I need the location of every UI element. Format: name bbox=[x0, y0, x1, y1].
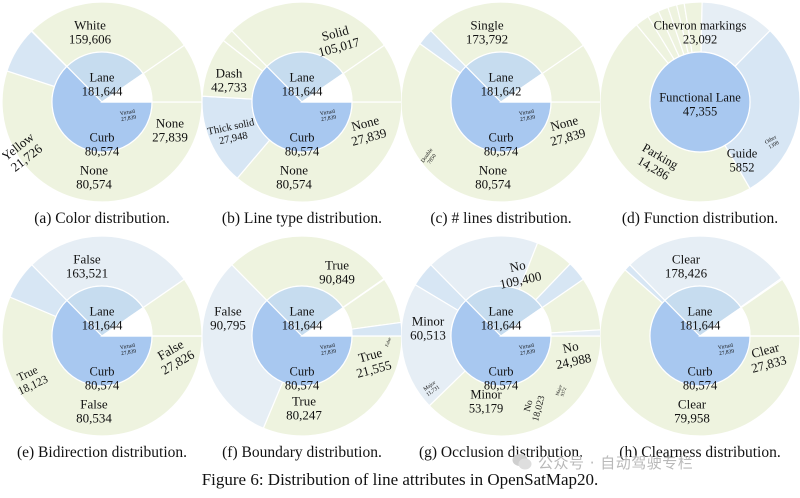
occlusion-inner-virtual-label: Virtual27,839 bbox=[519, 343, 537, 358]
occlusion-inner-lane-label: Lane 181,644 bbox=[481, 305, 522, 333]
function-inner-label: Functional Lane 47,355 bbox=[659, 91, 741, 119]
lines-caption: (c) # lines distribution. bbox=[430, 210, 572, 227]
clearness-inner-lane-label: Lane 181,644 bbox=[680, 305, 721, 333]
watermark: 公众号 · 自动驾驶专栏 bbox=[512, 452, 693, 473]
bidirection-outer-2-label: False 80,534 bbox=[76, 396, 112, 425]
boundary-inner-virtual-label: Virtual27,839 bbox=[320, 343, 338, 358]
chart-boundary: Lane 181,644 Curb 80,574 Virtual27,839 True 90… bbox=[202, 236, 402, 476]
clearness-caption: (h) Clearness distribution. bbox=[619, 444, 781, 461]
lines-inner-virtual-label: Virtual27,839 bbox=[519, 109, 537, 124]
lines-outer-2-label: None 80,574 bbox=[475, 162, 511, 191]
function-inner-functional-lane-slice bbox=[649, 51, 751, 153]
lines-inner-virtual-slice bbox=[499, 72, 552, 103]
figure-caption: Figure 6: Distribution of line attribute… bbox=[201, 470, 599, 489]
lines-inner-lane-label: Lane 181,642 bbox=[481, 71, 522, 99]
boundary-inner-virtual-slice bbox=[300, 306, 353, 337]
color-outer-3-label: None 27,839 bbox=[152, 115, 188, 144]
linetype-inner-curb-slice bbox=[266, 51, 345, 103]
function-pie: Functional Lane 47,355 Chevron markings 23,… bbox=[600, 2, 800, 203]
boundary-outer-5-label: False bbox=[384, 337, 392, 348]
linetype-inner-virtual-label: Virtual27,839 bbox=[320, 109, 338, 124]
color-inner-virtual-slice bbox=[100, 72, 153, 103]
color-caption: (a) Color distribution. bbox=[34, 210, 170, 227]
occlusion-caption: (g) Occlusion distribution. bbox=[418, 444, 584, 461]
chart-occlusion: Lane 181,644 Curb 80,574 Virtual27,839 No109,… bbox=[401, 236, 601, 476]
boundary-outer-2-label: True 80,247 bbox=[286, 393, 322, 422]
chart-linetype: Lane 181,644 Curb 80,574 Virtual27,839 Solid1… bbox=[202, 2, 402, 242]
boundary-inner-curb-label: Curb 80,574 bbox=[285, 365, 320, 393]
lines-inner-curb-label: Curb 80,574 bbox=[484, 131, 519, 159]
bidirection-outer-0-label: False 163,521 bbox=[66, 251, 108, 280]
color-outer-0-label: White 159,606 bbox=[69, 17, 112, 46]
linetype-inner-curb-label: Curb 80,574 bbox=[285, 131, 320, 159]
clearness-inner-lane-slice bbox=[649, 299, 751, 387]
linetype-inner-lane-slice bbox=[251, 65, 353, 153]
bidirection-inner-curb-label: Curb 80,574 bbox=[85, 365, 120, 393]
function-caption: (d) Function distribution. bbox=[621, 210, 779, 227]
chart-bidirection: Lane 181,644 Curb 80,574 Virtual27,839 False 1… bbox=[2, 236, 202, 476]
boundary-inner-lane-label: Lane 181,644 bbox=[282, 305, 323, 333]
boundary-caption: (f) Boundary distribution. bbox=[222, 444, 382, 461]
chart-lines: Lane 181,642 Curb 80,574 Virtual27,839 Single… bbox=[401, 2, 601, 242]
chart-clearness: Lane 181,644 Curb 80,574 Virtual27,839 Clear 1… bbox=[600, 236, 800, 476]
lines-inner-lane-slice bbox=[450, 65, 552, 153]
chart-color: Lane 181,644 Curb 80,574 Virtual27,839 White 1… bbox=[2, 2, 202, 242]
color-inner-lane-slice bbox=[51, 65, 153, 153]
occlusion-outer-1-label: Minor 60,513 bbox=[410, 313, 446, 342]
occlusion-outer-5-label: Major9372 bbox=[555, 384, 568, 398]
occlusion-inner-lane-slice bbox=[450, 299, 552, 387]
clearness-inner-virtual-label: Virtual27,839 bbox=[718, 343, 736, 358]
linetype-outer-4-label: None 80,574 bbox=[276, 162, 312, 191]
boundary-inner-curb-slice bbox=[266, 285, 345, 337]
watermark-text: 公众号 · 自动驾驶专栏 bbox=[538, 454, 694, 472]
function-outer-7-label: Guide 5852 bbox=[727, 147, 758, 175]
lines-inner-curb-slice bbox=[465, 51, 544, 103]
color-inner-virtual-label: Virtual27,839 bbox=[120, 109, 138, 124]
occlusion-inner-virtual-slice bbox=[499, 306, 552, 337]
occlusion-inner-curb-label: Curb 80,574 bbox=[484, 365, 519, 393]
boundary-outer-0-label: True 90,849 bbox=[319, 257, 355, 286]
linetype-inner-virtual-slice bbox=[300, 72, 353, 103]
lines-outer-0-label: Single 173,792 bbox=[466, 17, 508, 46]
wechat-icon bbox=[512, 453, 532, 471]
linetype-outer-1-label: Dash 42,733 bbox=[211, 65, 247, 94]
bidirection-inner-lane-slice bbox=[51, 299, 153, 387]
clearness-inner-virtual-slice bbox=[698, 306, 751, 337]
bidirection-inner-virtual-slice bbox=[100, 306, 153, 337]
bidirection-inner-lane-label: Lane 181,644 bbox=[82, 305, 123, 333]
linetype-caption: (b) Line type distribution. bbox=[221, 210, 383, 227]
bidirection-inner-curb-slice bbox=[66, 285, 145, 337]
color-inner-curb-label: Curb 80,574 bbox=[85, 131, 120, 159]
linetype-inner-lane-label: Lane 181,644 bbox=[282, 71, 323, 99]
color-inner-curb-slice bbox=[66, 51, 145, 103]
occlusion-outer-3-label: Minor 53,179 bbox=[469, 388, 503, 416]
color-inner-lane-label: Lane 181,644 bbox=[82, 71, 123, 99]
bidirection-caption: (e) Bidirection distribution. bbox=[16, 444, 188, 461]
function-outer-0-label: Chevron markings 23,092 bbox=[654, 19, 747, 47]
bidirection-inner-virtual-label: Virtual27,839 bbox=[120, 343, 138, 358]
color-outer-2-label: None 80,574 bbox=[76, 162, 112, 191]
function-outer-6-label: Other1398 bbox=[764, 134, 781, 151]
chart-function: Functional Lane 47,355 Chevron markings 23,… bbox=[600, 2, 800, 242]
boundary-outer-1-label: False 90,795 bbox=[210, 303, 246, 332]
clearness-outer-2-label: Clear 79,958 bbox=[674, 396, 710, 425]
clearness-outer-0-label: Clear 178,426 bbox=[665, 251, 708, 280]
occlusion-inner-curb-slice bbox=[465, 285, 544, 337]
occlusion-outer-6-label: No24,988 bbox=[551, 336, 592, 372]
clearness-inner-curb-slice bbox=[664, 285, 743, 337]
clearness-inner-curb-label: Curb 80,574 bbox=[683, 365, 718, 393]
boundary-inner-lane-slice bbox=[251, 299, 353, 387]
